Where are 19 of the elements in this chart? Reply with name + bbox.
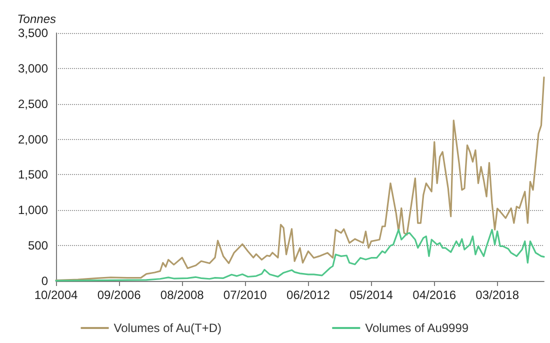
x-tick-label: 05/2014 (350, 288, 394, 302)
x-tick-label: 04/2016 (412, 288, 456, 302)
x-tick-label: 06/2012 (286, 288, 330, 302)
x-tick-label: 09/2006 (97, 288, 142, 302)
y-tick-label: 1,000 (18, 203, 48, 218)
x-tick-label: 07/2010 (223, 288, 268, 302)
x-tick-label: 08/2008 (160, 288, 204, 302)
y-tick-label: 3,500 (18, 26, 48, 40)
y-tick-label: 2,000 (18, 132, 48, 146)
y-tick-label: 0 (41, 274, 48, 288)
y-tick-label: 500 (28, 238, 48, 253)
x-tick-label: 10/2004 (34, 288, 78, 302)
y-tick-label: 2,500 (18, 96, 48, 111)
legend-label: Volumes of Au(T+D) (114, 321, 222, 335)
y-axis-title: Tonnes (17, 12, 56, 26)
legend-label: Volumes of Au9999 (365, 321, 469, 335)
y-tick-label: 1,500 (18, 168, 48, 182)
x-tick-label: 03/2018 (476, 288, 520, 302)
y-tick-label: 3,000 (18, 61, 48, 76)
